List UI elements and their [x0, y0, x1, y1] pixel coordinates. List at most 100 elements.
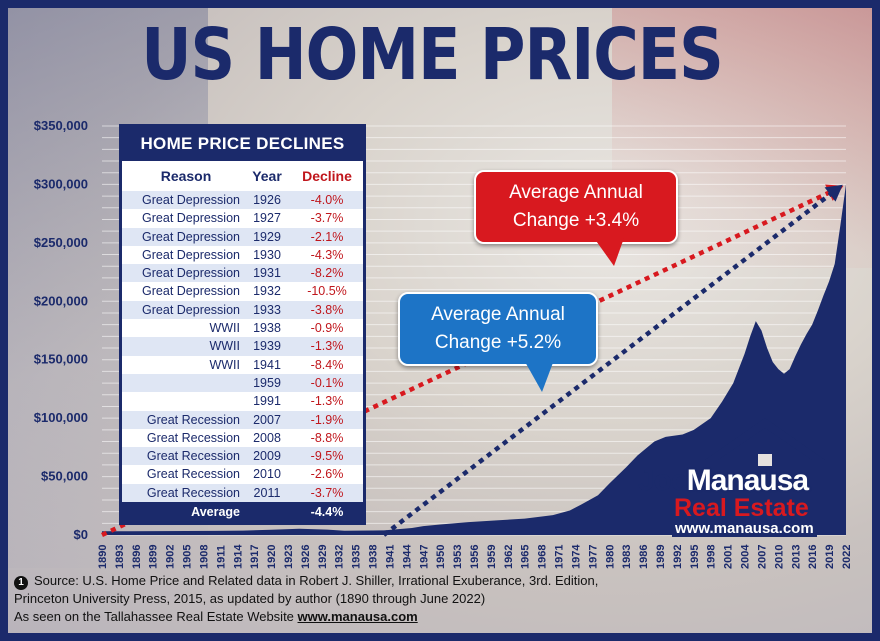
average-label: Average: [191, 505, 240, 520]
x-tick-label: 1902: [165, 545, 177, 569]
cell-decline: -4.3%: [310, 247, 344, 262]
logo-name: JoeManausa: [638, 464, 809, 498]
x-tick-label: 1971: [554, 545, 566, 569]
red-callout-line1: Average Annual: [509, 182, 643, 203]
cell-year: 1959: [253, 375, 281, 390]
x-tick-label: 1965: [520, 545, 532, 569]
blue-callout-line1: Average Annual: [431, 304, 565, 325]
cell-reason: WWII: [209, 357, 240, 372]
logo-url: www.manausa.com: [672, 520, 817, 537]
cell-decline: -8.2%: [310, 266, 344, 281]
cell-year: 1931: [253, 266, 281, 281]
cell-reason: Great Recession: [146, 449, 240, 464]
header-reason: Reason: [160, 168, 212, 184]
footer-line1-text: Source: U.S. Home Price and Related data…: [34, 573, 599, 588]
x-tick-label: 1908: [198, 545, 210, 569]
declines-table-row: WWII 1938 -0.9%: [122, 319, 363, 338]
declines-table-row: 1991 -1.3%: [122, 392, 363, 411]
declines-table-row: WWII 1941 -8.4%: [122, 355, 363, 374]
x-tick-label: 1977: [587, 545, 599, 569]
declines-table-row: Great Depression 1933 -3.8%: [122, 300, 363, 320]
x-tick-label: 1893: [114, 545, 126, 569]
x-tick-label: 1944: [401, 544, 413, 569]
x-tick-label: 1956: [469, 545, 481, 569]
x-tick-label: 1905: [182, 545, 194, 569]
source-footer: 1 Source: U.S. Home Price and Related dat…: [14, 572, 714, 626]
x-tick-label: 1923: [283, 545, 295, 569]
declines-table-row: WWII 1939 -1.3%: [122, 337, 363, 356]
x-tick-label: 2010: [773, 545, 785, 569]
x-tick-label: 1989: [655, 545, 667, 569]
cell-decline: -0.1%: [310, 375, 344, 390]
x-tick-label: 2001: [723, 545, 735, 569]
cell-reason: Great Depression: [142, 193, 240, 207]
cell-reason: [122, 392, 242, 410]
red-callout-line2: Change +3.4%: [512, 210, 640, 231]
price-area-series: [102, 184, 846, 535]
footer-line1: 1 Source: U.S. Home Price and Related dat…: [14, 572, 714, 590]
blue-arrow-head: [824, 184, 843, 202]
cell-reason: Great Depression: [142, 229, 240, 244]
cell-decline: -1.3%: [310, 394, 344, 409]
house-roof-icon: [705, 418, 825, 470]
trend-lines: [101, 184, 844, 538]
y-tick-label: $300,000: [34, 176, 88, 191]
footer-url-link[interactable]: www.manausa.com: [297, 609, 418, 624]
cell-decline: -0.9%: [310, 321, 344, 336]
x-tick-label: 1959: [486, 545, 498, 569]
x-tick-label: 1935: [351, 545, 363, 569]
x-tick-label: 1911: [215, 545, 227, 569]
x-tick-label: 1983: [621, 545, 633, 569]
cell-year: 1929: [253, 229, 281, 244]
declines-table-row: Great Depression 1932 -10.5%: [122, 282, 363, 301]
cell-reason: Great Depression: [142, 266, 240, 281]
cell-year: 1926: [253, 193, 281, 207]
y-axis-ticks: $0 $50,000 $100,000 $150,000 $200,000 $250,00…: [34, 118, 88, 542]
declines-table-row: Great Depression 1927 -3.7%: [122, 209, 363, 228]
cell-reason: [122, 374, 242, 392]
joe-manausa-logo: JoeManausa Real Estate www.manausa.com: [630, 410, 840, 540]
declines-table-row: Great Recession 2011 -3.7%: [122, 483, 363, 503]
red-callout-tail: [594, 238, 624, 266]
y-tick-label: $200,000: [34, 293, 88, 308]
declines-table-title: HOME PRICE DECLINES: [122, 127, 363, 161]
logo-name-first: Joe: [638, 464, 688, 497]
x-tick-label: 1896: [131, 545, 143, 569]
cell-reason: Great Recession: [146, 430, 240, 445]
average-value: -4.4%: [310, 505, 344, 520]
logo-subtitle: Real Estate: [674, 494, 809, 522]
footnote-number-icon: 1: [14, 576, 28, 590]
cell-decline: -2.1%: [310, 229, 344, 244]
x-tick-label: 1974: [570, 544, 582, 569]
declines-table-row: Great Recession 2010 -2.6%: [122, 465, 363, 484]
x-tick-label: 2004: [740, 544, 752, 569]
x-tick-label: 1953: [452, 545, 464, 569]
x-tick-label: 1950: [435, 545, 447, 569]
cell-decline: -9.5%: [310, 449, 344, 464]
blue-trend-callout: Average Annual Change +5.2%: [398, 292, 598, 392]
x-tick-label: 2022: [841, 545, 853, 569]
cell-reason: Great Recession: [146, 412, 240, 427]
cell-reason: Great Recession: [146, 485, 240, 500]
declines-table-row: 1959 -0.1%: [122, 373, 363, 393]
y-tick-label: $350,000: [34, 118, 88, 133]
y-tick-label: $0: [74, 527, 88, 542]
x-tick-label: 1920: [266, 545, 278, 569]
cell-reason: WWII: [209, 339, 240, 354]
declines-table-row: Great Depression 1926 -4.0%: [122, 191, 363, 210]
cell-year: 1941: [253, 357, 281, 372]
footer-line3-prefix: As seen on the Tallahassee Real Estate W…: [14, 609, 298, 624]
x-tick-label: 1914: [232, 544, 244, 569]
cell-year: 1991: [253, 394, 281, 409]
cell-year: 1939: [253, 339, 281, 354]
cell-decline: -8.4%: [310, 357, 344, 372]
cell-decline: -10.5%: [307, 284, 347, 299]
x-tick-label: 1917: [249, 545, 261, 569]
x-tick-label: 1947: [418, 545, 430, 569]
logo-name-last: Manausa: [686, 464, 809, 497]
declines-average-row: Average -4.4%: [122, 502, 363, 523]
cell-decline: -2.6%: [310, 467, 344, 482]
x-tick-label: 1929: [317, 545, 329, 569]
cell-year: 2011: [253, 485, 281, 500]
page-title: US HOME PRICES: [141, 12, 724, 97]
